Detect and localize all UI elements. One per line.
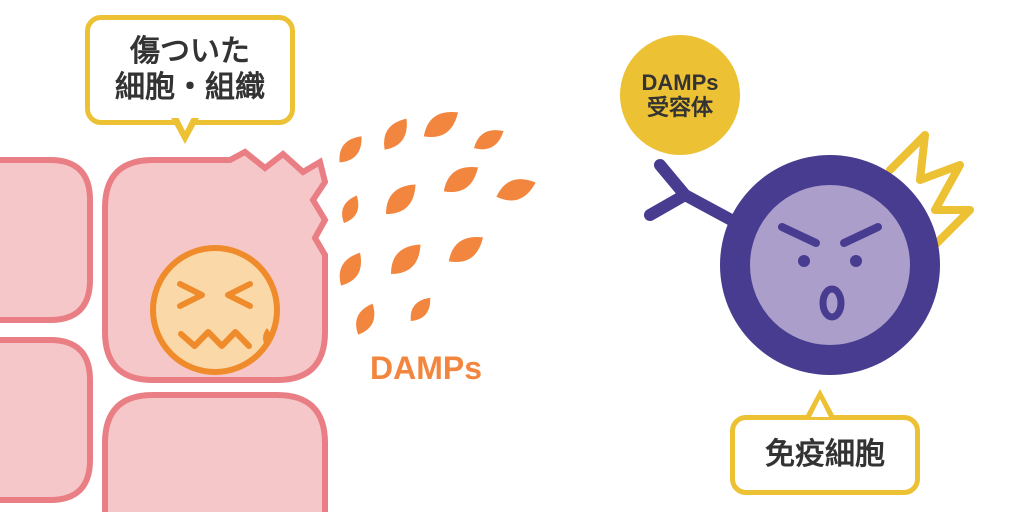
eye-icon: [798, 255, 810, 267]
damp-droplet: [438, 159, 484, 199]
damaged-cell-line2: 細胞・組織: [115, 70, 265, 106]
receptor-arm: [650, 195, 685, 215]
damp-droplet: [384, 237, 428, 281]
damps-text: DAMPs: [370, 350, 482, 386]
receptor-arm: [685, 195, 735, 222]
immune-cell-text: 免疫細胞: [765, 437, 885, 473]
diagram-stage: 傷ついた 細胞・組織 DAMPs DAMPs 受容体 免疫細胞: [0, 0, 1024, 512]
tissue-cell: [105, 395, 325, 512]
damp-droplet: [379, 177, 423, 221]
damp-droplet: [470, 124, 508, 155]
damp-droplet: [333, 248, 368, 290]
damps-label: DAMPs: [370, 350, 482, 387]
tissue-cell: [0, 160, 90, 320]
damp-droplet: [443, 229, 489, 269]
damaged-cell-label: 傷ついた 細胞・組織: [85, 15, 295, 125]
damp-droplet: [377, 113, 414, 154]
immune-cell-inner: [750, 185, 910, 345]
hurt-face: [153, 248, 277, 372]
receptor-label: DAMPs 受容体: [620, 35, 740, 155]
damaged-cell-line1: 傷ついた: [130, 34, 250, 70]
damp-droplet: [418, 104, 464, 144]
immune-cell-label: 免疫細胞: [730, 415, 920, 495]
tissue-cell: [0, 340, 90, 500]
receptor-line2: 受容体: [647, 95, 713, 120]
damp-droplet: [333, 131, 367, 168]
damp-droplet: [405, 293, 436, 326]
damp-droplet: [351, 300, 380, 338]
eye-icon: [850, 255, 862, 267]
damp-droplet: [337, 192, 363, 226]
damp-droplet: [493, 173, 539, 206]
receptor-line1: DAMPs: [641, 70, 718, 95]
